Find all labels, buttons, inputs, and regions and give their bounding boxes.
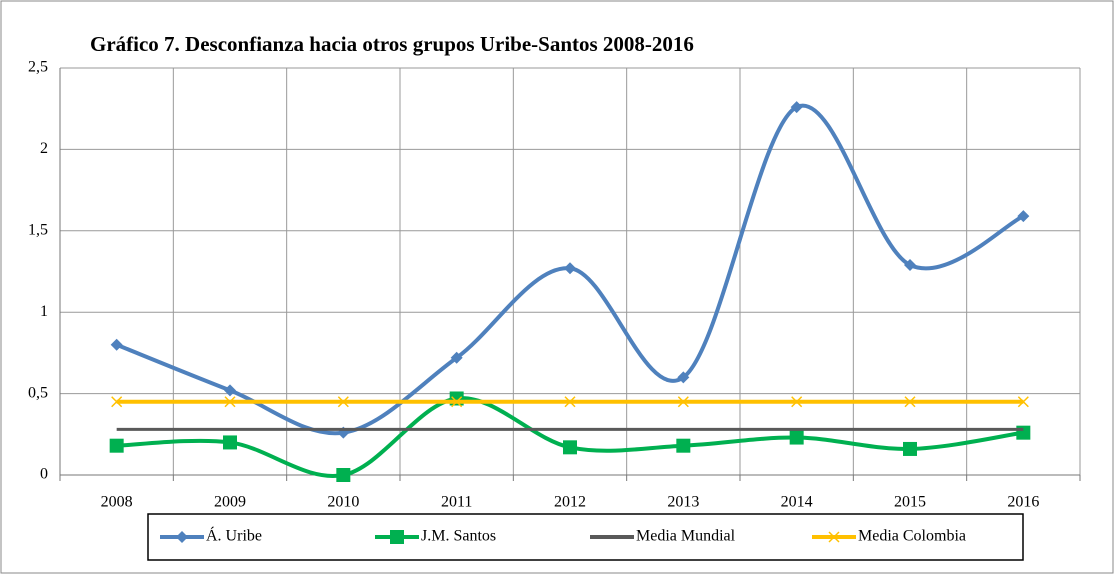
x-tick-label: 2008 (101, 494, 133, 511)
legend-marker (176, 531, 188, 543)
x-tick-label: 2011 (441, 494, 472, 511)
series-line (116, 396, 1024, 478)
point-marker (1017, 210, 1030, 223)
point-marker (676, 438, 691, 453)
legend-label: J.M. Santos (421, 528, 496, 545)
point-marker (677, 371, 690, 384)
point-marker (336, 468, 351, 482)
point-marker (110, 338, 123, 351)
x-tick-label: 2010 (327, 494, 359, 511)
point-marker (790, 101, 803, 114)
x-tick-label: 2013 (667, 494, 699, 511)
point-marker (224, 396, 236, 408)
point-marker (563, 440, 577, 455)
y-tick-label: 1 (40, 303, 48, 320)
y-tick-label: 0,5 (28, 384, 48, 401)
point-marker (450, 351, 463, 364)
legend-label: Media Colombia (858, 528, 966, 545)
point-marker (111, 396, 123, 408)
x-tick-label: 2012 (554, 494, 586, 511)
point-marker (791, 396, 803, 408)
legend-box (147, 513, 1024, 561)
point-marker (564, 396, 576, 408)
point-marker (904, 258, 916, 271)
y-tick-label: 2 (40, 140, 48, 157)
point-marker (337, 396, 349, 408)
point-marker (109, 438, 124, 453)
point-marker (451, 396, 463, 408)
legend-marker (390, 530, 404, 544)
x-tick-label: 2014 (781, 494, 813, 511)
series-line (115, 103, 1025, 436)
y-tick-label: 2,5 (28, 59, 48, 76)
point-marker (223, 435, 237, 450)
point-marker (789, 430, 804, 445)
legend-label: Media Mundial (636, 528, 736, 545)
point-marker (1016, 425, 1031, 440)
point-marker (1017, 396, 1029, 408)
legend-marker (828, 531, 840, 543)
chart-title: Gráfico 7. Desconfianza hacia otros grup… (90, 32, 694, 56)
x-tick-label: 2009 (214, 494, 246, 511)
point-marker (677, 396, 689, 408)
x-tick-label: 2015 (894, 494, 926, 511)
y-tick-label: 0 (40, 466, 48, 483)
point-marker (564, 262, 576, 275)
x-tick-label: 2016 (1007, 494, 1039, 511)
point-marker (904, 396, 916, 408)
legend-label: Á. Uribe (206, 526, 262, 545)
point-marker (903, 441, 917, 456)
y-tick-label: 1,5 (28, 221, 48, 238)
point-marker (224, 384, 236, 397)
